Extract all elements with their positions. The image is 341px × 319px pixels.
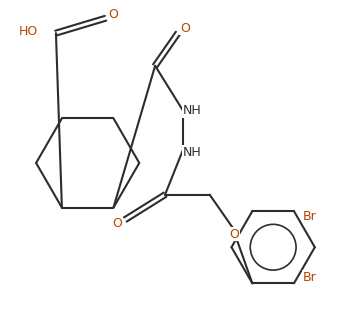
Text: O: O (229, 228, 239, 241)
Text: NH: NH (182, 104, 201, 117)
Text: Br: Br (303, 271, 317, 284)
Text: O: O (113, 217, 122, 230)
Text: HO: HO (19, 25, 38, 38)
Text: Br: Br (303, 210, 317, 223)
Text: O: O (180, 22, 190, 35)
Text: NH: NH (182, 145, 201, 159)
Text: O: O (108, 8, 118, 21)
